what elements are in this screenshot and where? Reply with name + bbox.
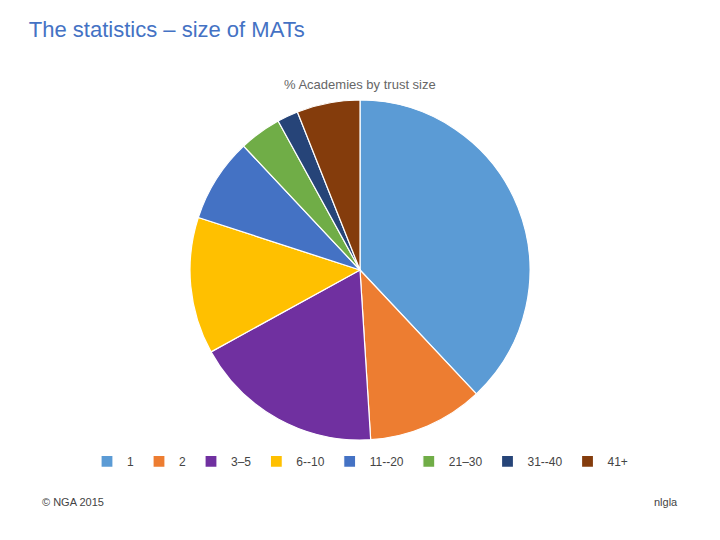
svg-text:3–5: 3–5	[231, 455, 251, 469]
svg-text:© NGA 2015: © NGA 2015	[42, 496, 104, 508]
svg-text:2: 2	[179, 455, 186, 469]
svg-text:21–30: 21–30	[449, 455, 483, 469]
svg-text:11--20: 11--20	[370, 455, 404, 469]
svg-text:31--40: 31--40	[528, 455, 563, 469]
svg-text:% Academies by trust size: % Academies by trust size	[284, 77, 436, 92]
svg-text:nlgla: nlgla	[654, 496, 678, 508]
svg-text:1: 1	[127, 455, 134, 469]
svg-text:6--10: 6--10	[296, 455, 324, 469]
svg-text:41+: 41+	[608, 455, 628, 469]
svg-text:The statistics – size of MATs: The statistics – size of MATs	[29, 17, 305, 42]
